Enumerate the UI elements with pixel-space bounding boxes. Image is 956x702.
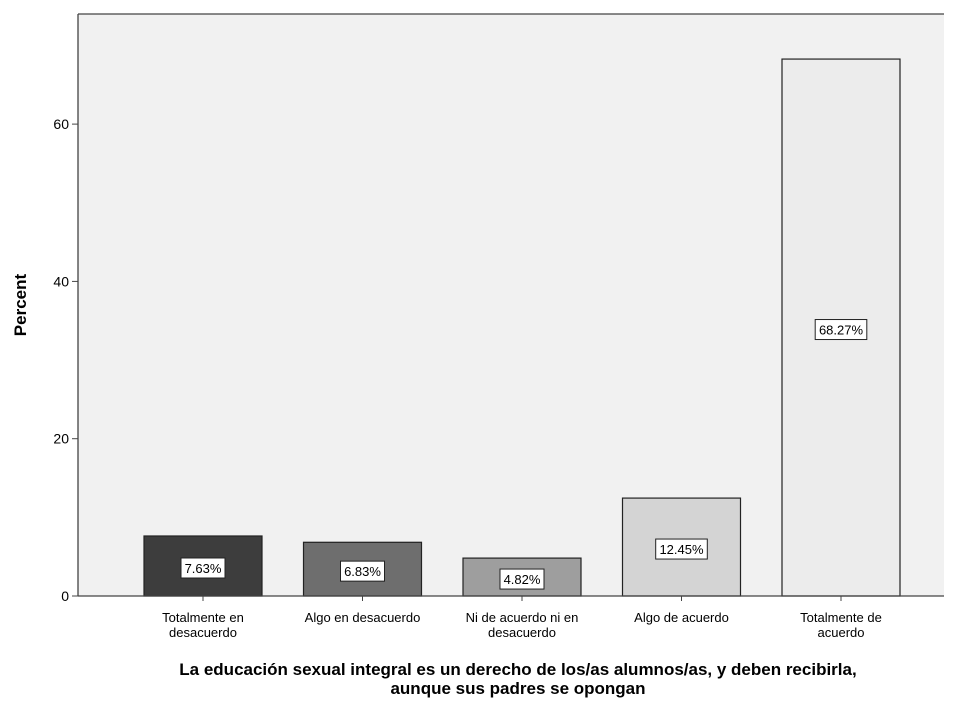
- x-category-labels-group: Totalmente en desacuerdo Algo en desacuerd…: [162, 596, 882, 640]
- x-axis-title: La educación sexual integral es un derec…: [179, 660, 856, 698]
- data-label-box: [180, 557, 226, 579]
- y-tick-label: 0: [61, 588, 69, 604]
- x-tick-label: Totalmente en desacuerdo: [162, 610, 244, 640]
- data-label-box: [814, 319, 868, 341]
- data-label: 7.63%: [185, 561, 222, 576]
- y-ticks-group: 0 20 40 60: [53, 116, 78, 604]
- data-label-box: [340, 560, 385, 582]
- data-labels-group: 7.63% 6.83% 4.82% 12.45% 68.27%: [180, 319, 868, 590]
- x-tick-label: Totalmente de acuerdo: [800, 610, 882, 640]
- y-tick-label: 60: [53, 116, 69, 132]
- x-tick-label: Ni de acuerdo ni en desacuerdo: [466, 610, 579, 640]
- y-tick-label: 40: [53, 273, 69, 289]
- data-label-box: [655, 538, 708, 560]
- data-label: 12.45%: [659, 542, 704, 557]
- data-label: 68.27%: [819, 323, 864, 338]
- x-tick-label: Algo de acuerdo: [634, 610, 729, 625]
- y-axis-title: Percent: [11, 273, 30, 336]
- x-tick-label: Algo en desacuerdo: [305, 610, 421, 625]
- y-tick-label: 20: [53, 431, 69, 447]
- data-label: 4.82%: [504, 572, 541, 587]
- data-label: 6.83%: [344, 564, 381, 579]
- data-label-box: [499, 568, 545, 590]
